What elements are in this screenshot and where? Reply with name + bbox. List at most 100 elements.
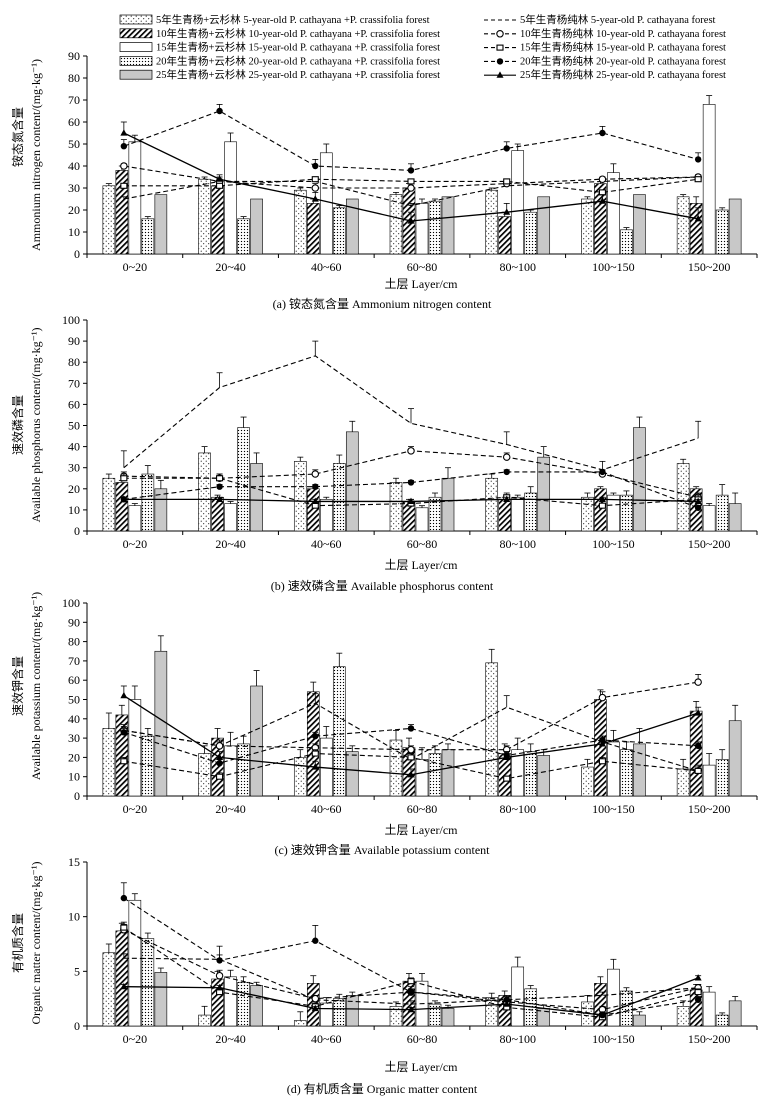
panel-a: 0 10 20 30 40 50 60 70 80 90 0~20 20~40 40~60 60~80 80…	[68, 49, 758, 274]
bar-10yr-mixed	[498, 216, 512, 255]
line-15yr-pure-point	[503, 775, 511, 782]
line-25yr-pure-point	[598, 197, 606, 204]
ylabel-cn-b: 速效磷含量	[10, 395, 25, 455]
bar-20yr-mixed	[428, 753, 442, 797]
bar-10yr-mixed	[689, 989, 703, 1027]
bar-15yr-mixed	[702, 505, 716, 532]
legend-marker	[496, 58, 504, 65]
line-20yr-pure-point	[503, 468, 510, 476]
bar-15yr-mixed	[607, 968, 620, 1027]
line-15yr-pure-point	[407, 178, 415, 185]
line-25yr-pure-point	[120, 495, 128, 502]
line-20yr-pure-point	[407, 167, 415, 174]
y-tick-label: 30	[68, 181, 80, 195]
legend-label: 10年生青杨纯林 10-year-old P. cathayana forest	[520, 27, 726, 40]
line-20yr-pure-point	[407, 725, 415, 732]
line-10yr-pure-point	[311, 470, 320, 478]
line-20yr-pure-point	[312, 937, 319, 944]
x-tick-label: 60~80	[407, 260, 438, 274]
bar-10yr-mixed	[689, 203, 703, 255]
line-10yr-pure-point	[120, 162, 128, 170]
line-15yr-pure-point	[311, 176, 319, 183]
line-15yr-pure-point	[311, 750, 319, 757]
y-tick-label: 90	[68, 49, 80, 63]
line-25yr-pure-point	[216, 753, 224, 760]
line-10yr-pure-point	[215, 742, 224, 750]
bar-20yr-mixed	[332, 998, 346, 1027]
bar-20yr-mixed	[332, 463, 346, 532]
line-10yr-pure-point	[407, 184, 415, 192]
line-25yr-pure-point	[598, 1011, 606, 1018]
x-tick-label: 150~200	[688, 1032, 731, 1046]
line-20yr-pure-point	[120, 143, 128, 150]
panel-d: 0 5 10 15 0~20 20~40 40~60 60~80 80~100 100~150 15…	[68, 855, 758, 1046]
bar-25yr-mixed	[345, 198, 359, 255]
line-25yr-pure-point	[598, 495, 606, 502]
legend-swatch	[119, 42, 153, 52]
line-20yr-pure-point	[216, 759, 223, 767]
bar-5yr-mixed	[293, 189, 307, 255]
bar-5yr-mixed	[102, 728, 116, 797]
y-tick-label: 30	[68, 461, 80, 475]
line-20yr-pure-point	[407, 479, 415, 486]
bar-15yr-mixed	[319, 499, 333, 532]
bar-10yr-mixed	[211, 496, 224, 532]
y-tick-label: 20	[68, 203, 80, 217]
line-10yr-pure-point	[598, 693, 607, 702]
bar-15yr-mixed	[224, 745, 237, 797]
bar-10yr-mixed	[594, 699, 607, 797]
bar-25yr-mixed	[441, 196, 455, 255]
line-20yr-pure-point	[599, 468, 606, 476]
y-tick-label: 60	[68, 673, 80, 687]
x-tick-label: 40~60	[311, 1032, 342, 1046]
bar-10yr-mixed	[498, 499, 512, 532]
bar-25yr-mixed	[250, 685, 263, 797]
y-tick-label: 80	[68, 355, 80, 369]
bar-5yr-mixed	[581, 496, 594, 532]
line-15yr-pure-point	[120, 758, 128, 765]
bar-15yr-mixed	[128, 141, 142, 255]
y-tick-label: 100	[62, 313, 80, 327]
x-tick-label: 40~60	[311, 802, 342, 816]
bar-15yr-mixed	[415, 203, 429, 255]
line-20yr-pure-point	[599, 129, 606, 137]
line-15yr-pure-point	[598, 502, 606, 509]
bar-20yr-mixed	[237, 427, 250, 532]
line-15yr-pure-point	[407, 978, 415, 985]
bar-20yr-mixed	[620, 229, 633, 255]
bar-15yr-mixed	[319, 1002, 333, 1027]
y-tick-label: 15	[68, 855, 80, 869]
bar-15yr-mixed	[415, 507, 429, 532]
bar-20yr-mixed	[237, 218, 250, 255]
line-15yr-pure-point	[216, 989, 224, 996]
bar-25yr-mixed	[728, 720, 742, 797]
line-15yr-pure-point	[120, 475, 128, 482]
bar-5yr-mixed	[676, 196, 690, 255]
bar-5yr-mixed	[389, 194, 403, 255]
legend-swatch	[119, 14, 153, 25]
x-tick-label: 60~80	[407, 1032, 438, 1046]
bar-10yr-mixed	[306, 488, 320, 532]
line-10yr-pure-point	[598, 175, 607, 183]
x-tick-label: 20~40	[215, 802, 246, 816]
y-tick-label: 0	[74, 524, 80, 538]
y-tick-label: 80	[68, 71, 80, 85]
bar-5yr-mixed	[293, 1020, 307, 1027]
bar-25yr-mixed	[154, 972, 168, 1027]
y-tick-label: 50	[68, 693, 80, 707]
line-20yr-pure-point	[312, 732, 319, 740]
bar-10yr-mixed	[115, 482, 129, 532]
legend-swatch	[119, 28, 153, 39]
bar-25yr-mixed	[345, 995, 359, 1027]
legend-swatch	[119, 56, 153, 66]
line-25yr-pure-point	[120, 982, 128, 990]
bar-5yr-mixed	[102, 185, 116, 255]
line-25yr-pure-point	[311, 1004, 319, 1012]
legend-label: 25年生青杨+云杉林 25-year-old P. cathayana +P. …	[156, 68, 440, 81]
y-tick-label: 60	[68, 115, 80, 129]
y-tick-label: 70	[68, 654, 80, 668]
bar-10yr-mixed	[115, 714, 129, 797]
y-tick-label: 10	[68, 770, 80, 784]
bar-25yr-mixed	[728, 1000, 742, 1027]
line-10yr-pure-point	[407, 745, 415, 754]
